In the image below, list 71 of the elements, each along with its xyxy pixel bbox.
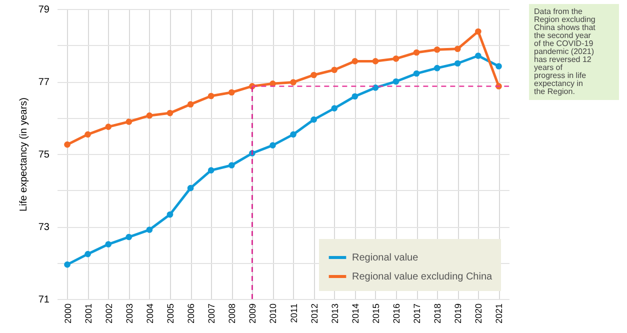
legend-label: Regional value excluding China [352, 272, 493, 282]
legend-label: Regional value [352, 252, 419, 264]
point [413, 49, 420, 56]
point [434, 46, 440, 53]
point [475, 52, 482, 59]
x-tick-label: 2001 [83, 304, 94, 324]
point [208, 92, 214, 100]
point [84, 131, 91, 138]
y-tick-label: 71 [38, 294, 50, 306]
x-tick-label: 2010 [268, 304, 278, 324]
point [352, 93, 358, 100]
point [187, 101, 194, 108]
point [126, 234, 132, 240]
x-tick-label: 2014 [350, 304, 360, 324]
point [126, 118, 132, 125]
y-tick-label: 75 [38, 150, 50, 160]
point [434, 64, 440, 72]
x-tick-label: 2011 [288, 304, 299, 323]
point [290, 131, 296, 138]
point [105, 241, 112, 248]
point [454, 60, 461, 67]
point [270, 142, 276, 148]
y-tick-label: 79 [38, 4, 50, 16]
x-tick-label: 2020 [474, 304, 484, 324]
point [352, 58, 358, 64]
x-tick-label: 2012 [309, 304, 320, 324]
x-tick-label: 2004 [144, 304, 155, 324]
point [187, 184, 194, 192]
x-tick-label: 2003 [124, 304, 134, 324]
text: Data from the Region excluding China shows that the second year of the COVID-19 pandemic (2021) has reversed 12 years of progress in life expectancy in the Region. [534, 7, 596, 96]
point [166, 211, 174, 218]
point [331, 66, 338, 74]
point [208, 167, 214, 174]
point [475, 28, 482, 35]
point [64, 261, 70, 268]
point [166, 110, 174, 116]
point [331, 105, 338, 112]
x-tick-label: 2007 [206, 304, 217, 324]
x-tick-label: 2015 [370, 304, 381, 324]
x-tick-label: 2005 [166, 304, 176, 324]
point [64, 141, 70, 148]
x-tick-label: 2016 [392, 304, 402, 324]
x-tick-label: 2006 [186, 304, 196, 324]
x-tick-label: 2019 [453, 304, 464, 324]
point [392, 56, 400, 62]
point [413, 70, 420, 77]
x-tick-label: 2021 [494, 304, 504, 324]
point [310, 116, 317, 123]
point [372, 84, 379, 91]
x-tick-label: 2017 [412, 304, 422, 324]
y-axis-title: Life expectancy (in years) [18, 98, 30, 212]
point [146, 112, 153, 119]
point [372, 58, 379, 64]
point [228, 89, 235, 96]
x-tick-label: 2002 [104, 304, 114, 324]
x-tick-label: 2013 [330, 304, 340, 324]
point [146, 226, 153, 233]
x-tick-label: 2000 [62, 304, 73, 324]
point [105, 124, 112, 130]
point [84, 250, 91, 258]
x-tick-label: 2018 [432, 304, 443, 324]
point [496, 63, 502, 70]
point [290, 79, 296, 86]
point [392, 78, 400, 85]
x-tick-label: 2009 [248, 304, 258, 324]
y-tick-label: 73 [38, 222, 50, 233]
point [228, 162, 235, 168]
y-tick-label: 77 [38, 77, 50, 88]
point [454, 46, 461, 52]
point [310, 72, 317, 78]
x-tick-label: 2008 [227, 304, 238, 324]
